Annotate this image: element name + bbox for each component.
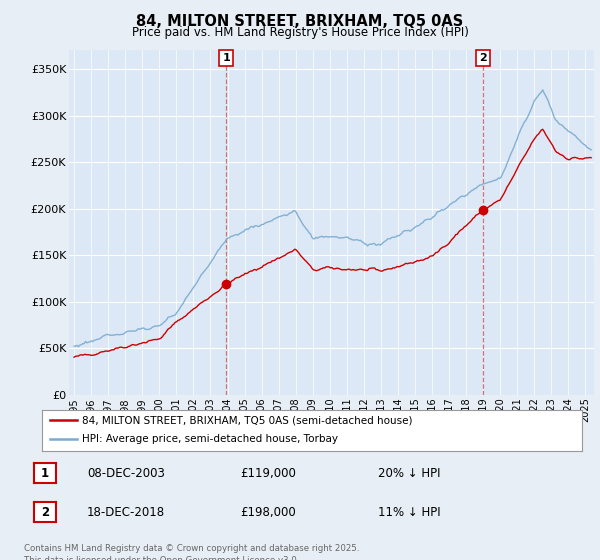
Text: HPI: Average price, semi-detached house, Torbay: HPI: Average price, semi-detached house,…	[83, 435, 338, 444]
Text: 84, MILTON STREET, BRIXHAM, TQ5 0AS: 84, MILTON STREET, BRIXHAM, TQ5 0AS	[136, 14, 464, 29]
Text: 1: 1	[41, 466, 49, 480]
Text: 84, MILTON STREET, BRIXHAM, TQ5 0AS (semi-detached house): 84, MILTON STREET, BRIXHAM, TQ5 0AS (sem…	[83, 415, 413, 425]
Text: Contains HM Land Registry data © Crown copyright and database right 2025.
This d: Contains HM Land Registry data © Crown c…	[24, 544, 359, 560]
Text: £198,000: £198,000	[240, 506, 296, 519]
Text: 2: 2	[41, 506, 49, 519]
Text: £119,000: £119,000	[240, 466, 296, 480]
Text: 18-DEC-2018: 18-DEC-2018	[87, 506, 165, 519]
Text: 2: 2	[479, 53, 487, 63]
Text: Price paid vs. HM Land Registry's House Price Index (HPI): Price paid vs. HM Land Registry's House …	[131, 26, 469, 39]
Text: 20% ↓ HPI: 20% ↓ HPI	[378, 466, 440, 480]
Text: 1: 1	[223, 53, 230, 63]
Text: 08-DEC-2003: 08-DEC-2003	[87, 466, 165, 480]
Text: 11% ↓ HPI: 11% ↓ HPI	[378, 506, 440, 519]
